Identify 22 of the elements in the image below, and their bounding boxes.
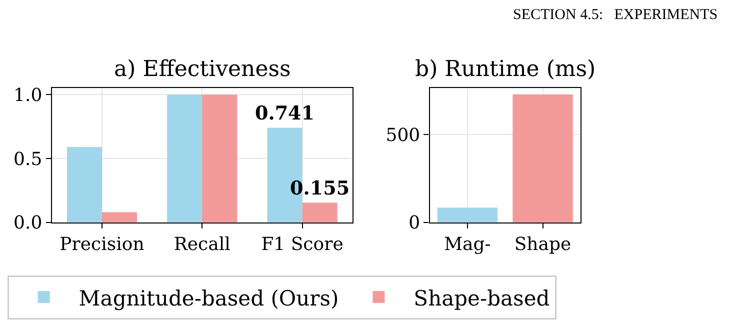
y-tick-label: 500	[386, 125, 420, 146]
x-tick-label: Mag-	[444, 234, 491, 256]
data-label: 0.155	[290, 178, 350, 200]
x-tick-label: Recall	[174, 234, 231, 256]
bar	[302, 202, 338, 222]
bar	[202, 94, 238, 222]
bar	[167, 94, 202, 222]
y-tick-label: 0.5	[14, 148, 42, 170]
x-tick-label: Precision	[60, 234, 145, 256]
bar	[102, 212, 138, 222]
x-tick-label: Shape	[514, 234, 572, 256]
legend-label: Magnitude-based (Ours)	[78, 286, 339, 310]
data-label: 0.741	[254, 102, 314, 125]
y-tick-label: 0	[408, 212, 420, 234]
text: SECTION 4.5: EXPERIMENTS	[513, 7, 718, 23]
y-tick-label: 1.0	[14, 84, 42, 106]
bar	[66, 147, 102, 222]
x-tick-label: F1 Score	[261, 234, 344, 256]
y-tick-label: 0.0	[14, 212, 42, 234]
chart-title: a) Effectiveness	[114, 57, 291, 82]
chart-title: b) Runtime (ms)	[415, 57, 596, 82]
legend-label: Shape-based	[414, 286, 550, 310]
